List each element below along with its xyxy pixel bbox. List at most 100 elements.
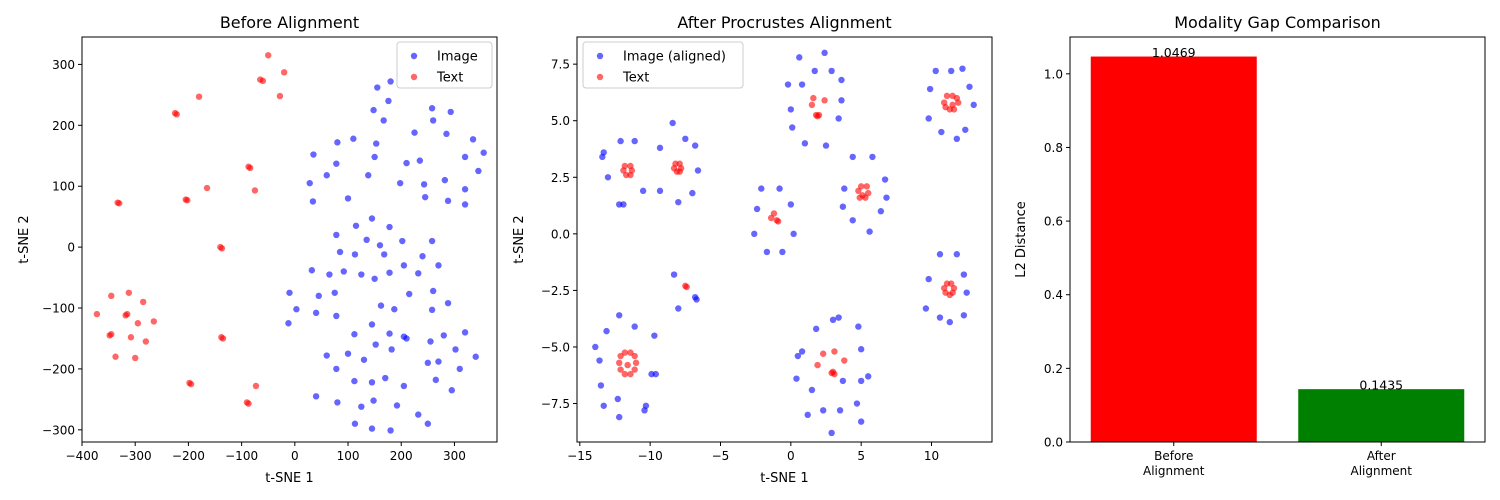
axes-frame bbox=[81, 36, 498, 443]
data-point bbox=[596, 357, 603, 364]
data-point bbox=[344, 195, 352, 202]
x-tick-label: 300 bbox=[443, 449, 466, 463]
y-tick-label: 7.5 bbox=[551, 58, 570, 72]
data-point bbox=[776, 185, 783, 192]
legend-marker bbox=[410, 52, 418, 60]
data-point bbox=[358, 403, 365, 410]
y-tick-label: 300 bbox=[52, 58, 75, 72]
data-point bbox=[955, 99, 962, 106]
data-point bbox=[959, 65, 966, 72]
data-point bbox=[616, 312, 623, 319]
data-point bbox=[219, 335, 227, 342]
data-point bbox=[597, 382, 605, 389]
data-point bbox=[461, 201, 469, 208]
data-point bbox=[960, 312, 968, 319]
data-point bbox=[617, 366, 624, 373]
x-tick-label: 100 bbox=[337, 449, 360, 463]
data-point bbox=[372, 341, 379, 348]
x-tick-label: −10 bbox=[637, 449, 662, 463]
data-point bbox=[620, 201, 627, 208]
data-point bbox=[841, 185, 848, 192]
data-point bbox=[368, 321, 376, 328]
series-1 bbox=[285, 78, 487, 434]
data-point bbox=[173, 111, 180, 118]
data-point bbox=[386, 330, 393, 337]
data-point bbox=[798, 81, 806, 88]
data-point bbox=[400, 262, 408, 269]
data-point bbox=[310, 151, 317, 158]
data-point bbox=[853, 400, 861, 407]
x-tick-label: −100 bbox=[225, 449, 258, 463]
data-point bbox=[624, 361, 631, 369]
y-tick-label: 0.6 bbox=[1044, 215, 1063, 229]
legend-marker bbox=[596, 73, 604, 81]
data-point bbox=[865, 373, 872, 380]
data-point bbox=[793, 375, 800, 382]
data-point bbox=[443, 130, 450, 138]
chart-title: Modality Gap Comparison bbox=[1174, 13, 1381, 32]
data-point bbox=[132, 354, 139, 362]
data-point bbox=[124, 310, 131, 318]
data-point bbox=[676, 168, 683, 175]
x-tick-label: 5 bbox=[857, 449, 865, 463]
data-point bbox=[936, 314, 944, 321]
data-point bbox=[400, 382, 408, 390]
data-point bbox=[632, 359, 640, 367]
bar-value-label: 0.1435 bbox=[1359, 378, 1403, 393]
data-point bbox=[456, 365, 463, 373]
data-point bbox=[600, 402, 607, 409]
data-point bbox=[774, 218, 782, 225]
data-point bbox=[142, 338, 150, 345]
data-point bbox=[391, 306, 398, 313]
data-point bbox=[435, 358, 442, 365]
data-point bbox=[604, 174, 612, 181]
data-point bbox=[421, 193, 429, 201]
data-point bbox=[599, 153, 606, 161]
data-point bbox=[387, 78, 394, 85]
data-point bbox=[370, 397, 377, 404]
data-point bbox=[651, 332, 658, 339]
data-point bbox=[821, 49, 828, 57]
data-point bbox=[849, 153, 856, 161]
data-point bbox=[351, 331, 358, 338]
data-point bbox=[351, 420, 359, 427]
data-point bbox=[758, 185, 765, 192]
data-point bbox=[656, 144, 664, 152]
data-point bbox=[368, 215, 376, 222]
data-point bbox=[385, 97, 392, 105]
data-point bbox=[970, 101, 977, 109]
y-axis-label: t-SNE 2 bbox=[512, 215, 527, 263]
chart-1: Before Alignment −300 −200 −100 0 100 200 300 −4… bbox=[17, 13, 498, 486]
axes-frame bbox=[576, 36, 993, 443]
data-point bbox=[448, 387, 455, 394]
data-point bbox=[309, 198, 317, 205]
x-tick-label: −15 bbox=[567, 449, 592, 463]
y-tick-label: 200 bbox=[52, 119, 75, 133]
y-tick-label: 5.0 bbox=[551, 114, 570, 128]
legend-label: Image (aligned) bbox=[623, 50, 726, 65]
data-point bbox=[374, 84, 381, 91]
data-point bbox=[810, 94, 817, 102]
data-point bbox=[863, 183, 870, 190]
data-point bbox=[883, 194, 890, 201]
legend-marker bbox=[596, 52, 604, 60]
data-point bbox=[631, 323, 638, 330]
data-point bbox=[831, 348, 838, 355]
data-point bbox=[461, 329, 469, 336]
data-point bbox=[617, 352, 624, 360]
data-point bbox=[399, 237, 406, 245]
data-point bbox=[428, 237, 436, 245]
data-point bbox=[386, 223, 393, 231]
data-point bbox=[938, 128, 945, 136]
data-point bbox=[811, 67, 818, 75]
data-point bbox=[966, 83, 973, 90]
data-point bbox=[753, 205, 761, 213]
legend-label: Text bbox=[436, 71, 463, 86]
data-point bbox=[377, 302, 385, 309]
data-point bbox=[344, 350, 352, 357]
data-point bbox=[382, 374, 389, 382]
data-point bbox=[926, 85, 934, 93]
data-point bbox=[380, 117, 387, 124]
data-point bbox=[631, 352, 638, 360]
